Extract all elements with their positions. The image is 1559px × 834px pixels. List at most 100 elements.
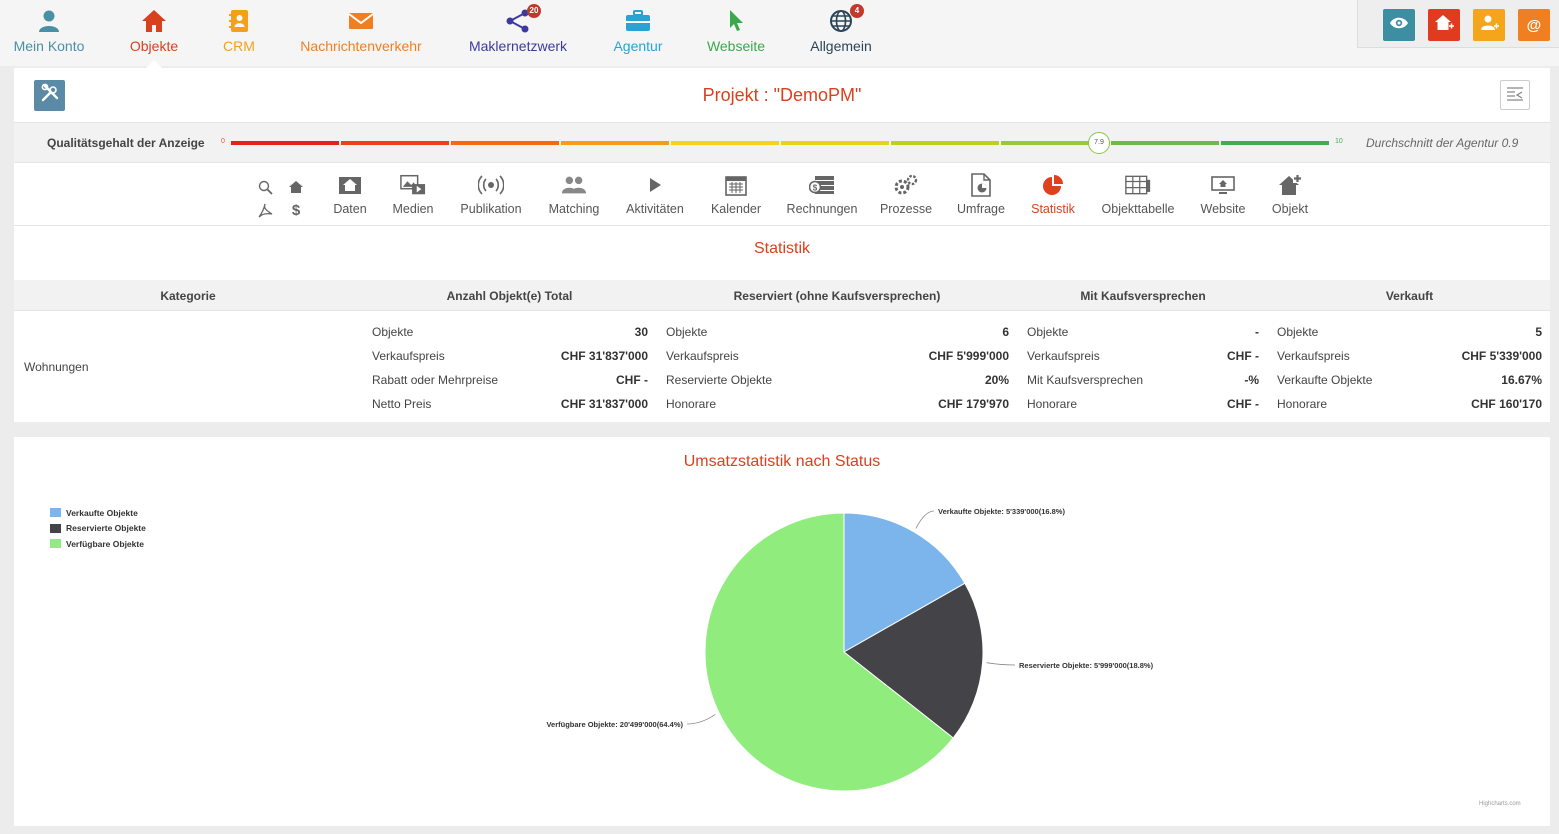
pie-chart-icon <box>1040 172 1066 198</box>
pie-slice[interactable] <box>704 512 954 792</box>
nav-crm[interactable]: CRM <box>222 8 256 60</box>
category-cell: Wohnungen <box>24 360 89 374</box>
collapse-button[interactable] <box>1500 80 1530 110</box>
stat-value: CHF - <box>616 373 648 387</box>
add-house-button[interactable] <box>1428 9 1460 41</box>
legend-item[interactable]: Reservierte Objekte <box>50 521 146 537</box>
tab-aktivitaeten[interactable]: Aktivitäten <box>622 172 688 222</box>
quality-segment <box>561 141 669 145</box>
tab-umfrage[interactable]: Umfrage <box>956 172 1006 222</box>
quality-segment <box>341 141 449 145</box>
briefcase-icon <box>625 8 651 34</box>
nav-nachrichtenverkehr[interactable]: Nachrichtenverkehr <box>299 8 423 60</box>
pie-slice[interactable] <box>843 582 984 739</box>
quality-segment <box>891 141 999 145</box>
stat-label: Honorare <box>666 397 717 411</box>
stat-value: CHF 160'170 <box>1471 397 1542 411</box>
stat-label: Objekte <box>372 325 414 339</box>
nav-objekte[interactable]: Objekte <box>128 8 180 68</box>
tab-kalender[interactable]: Kalender <box>710 172 762 222</box>
house-search-icon[interactable] <box>288 179 304 195</box>
add-user-button[interactable] <box>1473 9 1505 41</box>
stat-label: Objekte <box>666 325 708 339</box>
users-icon <box>561 172 587 198</box>
search-house-icon[interactable] <box>257 179 273 195</box>
quality-bar-row: Qualitätsgehalt der Anzeige 0 7.9 10 Dur… <box>14 123 1550 163</box>
nav-webseite[interactable]: Webseite <box>706 8 766 60</box>
tab-daten[interactable]: Daten <box>330 172 370 222</box>
pdf-icon[interactable] <box>257 202 273 218</box>
tools-icon <box>40 83 60 108</box>
data-house-icon <box>337 172 363 198</box>
tools-button[interactable] <box>34 80 65 111</box>
quality-label: Qualitätsgehalt der Anzeige <box>47 136 205 150</box>
add-user-icon <box>1479 14 1499 37</box>
stat-value: CHF 5'999'000 <box>928 349 1009 363</box>
column-header: Kategorie <box>160 289 216 303</box>
website-icon <box>1210 172 1236 198</box>
stat-label: Objekte <box>1277 325 1319 339</box>
tab-label: Website <box>1200 202 1246 216</box>
quality-segment <box>231 141 339 145</box>
pie-slice[interactable] <box>843 512 966 653</box>
data-label: Verkaufte Objekte: 5'339'000(16.8%) <box>938 507 1065 516</box>
table-header: Kategorie Anzahl Objekt(e) Total Reservi… <box>14 280 1550 311</box>
section-title: Statistik <box>753 240 810 257</box>
stat-label: Reservierte Objekte <box>666 373 773 387</box>
tab-label: Statistik <box>1031 202 1075 216</box>
stat-value: CHF 31'837'000 <box>560 397 648 411</box>
stat-label: Verkaufte Objekte <box>1277 373 1373 387</box>
tab-website[interactable]: Website <box>1200 172 1246 222</box>
stat-label: Objekte <box>1027 325 1069 339</box>
preview-button[interactable] <box>1383 9 1415 41</box>
table-icon <box>1125 172 1151 198</box>
nav-maklernetzwerk[interactable]: 20 Maklernetzwerk <box>467 4 569 60</box>
data-label: Reservierte Objekte: 5'999'000(18.8%) <box>1019 661 1154 670</box>
stat-value: - <box>1255 325 1259 339</box>
stat-label: Verkaufspreis <box>372 349 445 363</box>
nav-label: Webseite <box>706 38 766 54</box>
legend-swatch <box>50 523 61 533</box>
chart-legend: Verkaufte Objekte Reservierte Objekte Verf… <box>50 505 146 552</box>
quality-score-knob: 7.9 <box>1088 132 1110 154</box>
nav-mein-konto[interactable]: Mein Konto <box>13 8 85 60</box>
stat-value: 6 <box>1002 325 1009 339</box>
tab-label: Rechnungen <box>786 202 858 216</box>
legend-item[interactable]: Verfügbare Objekte <box>50 536 146 552</box>
quality-segment <box>671 141 779 145</box>
notification-badge: 20 <box>527 4 541 18</box>
tab-matching[interactable]: Matching <box>547 172 601 222</box>
quality-segment <box>1111 141 1219 145</box>
quality-min: 0 <box>221 138 225 145</box>
nav-allgemein[interactable]: 4 Allgemein <box>808 4 874 60</box>
legend-item[interactable]: Verkaufte Objekte <box>50 505 146 521</box>
tab-statistik[interactable]: Statistik <box>1029 172 1077 222</box>
tab-prozesse[interactable]: Prozesse <box>880 172 932 222</box>
survey-icon <box>968 172 994 198</box>
project-header: Projekt : "DemoPM" <box>14 68 1550 123</box>
nav-agentur[interactable]: Agentur <box>611 8 665 60</box>
tab-medien[interactable]: Medien <box>390 172 436 222</box>
cursor-icon <box>723 8 749 34</box>
tab-publikation[interactable]: Publikation <box>458 172 524 222</box>
gears-icon <box>893 172 919 198</box>
stat-value: CHF 5'339'000 <box>1461 349 1542 363</box>
tab-objekt[interactable]: Objekt <box>1270 172 1310 222</box>
money-icon: $ <box>809 172 835 198</box>
nav-label: Objekte <box>129 38 179 54</box>
address-book-icon <box>226 8 252 34</box>
tab-rechnungen[interactable]: $ Rechnungen <box>786 172 858 222</box>
add-email-icon: @ <box>1526 16 1542 34</box>
stat-label: Verkaufspreis <box>1027 349 1100 363</box>
svg-text:$: $ <box>813 184 818 193</box>
column-header: Verkauft <box>1385 289 1434 303</box>
stat-value: CHF 179'970 <box>938 397 1009 411</box>
eye-icon <box>1389 16 1409 35</box>
column-header: Mit Kaufsversprechen <box>1080 289 1206 303</box>
dollar-icon[interactable]: $ <box>291 201 301 219</box>
add-email-button[interactable]: @ <box>1518 9 1550 41</box>
stat-label: Mit Kaufsversprechen <box>1027 373 1144 387</box>
agency-average: Durchschnitt der Agentur 0.9 <box>1366 136 1519 150</box>
tab-objekttabelle[interactable]: Objekttabelle <box>1100 172 1176 222</box>
tab-label: Medien <box>392 202 434 216</box>
